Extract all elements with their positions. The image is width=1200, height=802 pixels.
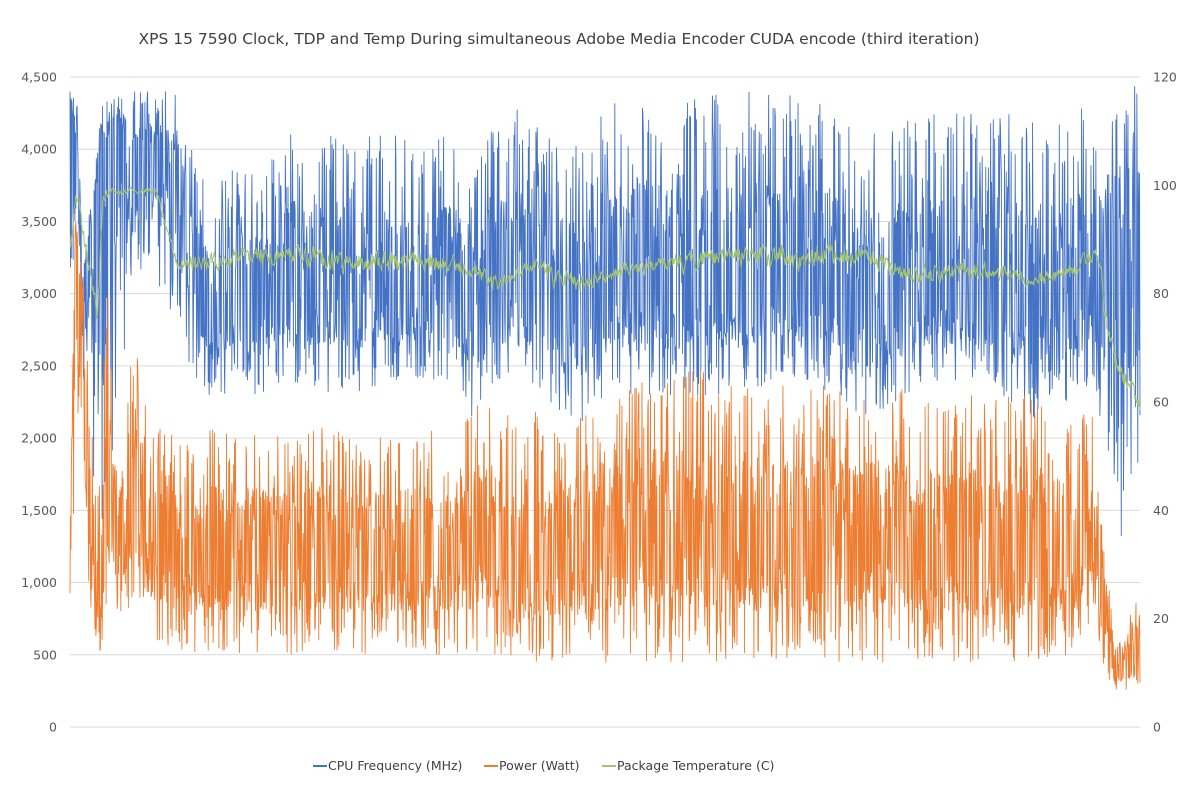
legend: CPU Frequency (MHz) Power (Watt) Package T… xyxy=(313,758,774,773)
left-tick-label: 2,000 xyxy=(21,431,57,446)
left-tick-label: 0 xyxy=(49,720,57,735)
left-tick-label: 1,500 xyxy=(21,503,57,518)
right-tick-label: 80 xyxy=(1153,286,1169,301)
chart-title: XPS 15 7590 Clock, TDP and Temp During s… xyxy=(138,30,979,48)
series-layer xyxy=(69,86,1141,690)
left-tick-label: 3,500 xyxy=(21,214,57,229)
legend-label: Package Temperature (C) xyxy=(617,758,774,773)
legend-label: CPU Frequency (MHz) xyxy=(328,758,462,773)
right-axis-ticks: 0 20 40 60 80 100 120 xyxy=(1153,70,1177,735)
right-tick-label: 100 xyxy=(1153,178,1177,193)
left-tick-label: 4,500 xyxy=(21,70,57,85)
series-line-2 xyxy=(69,221,1141,690)
right-tick-label: 60 xyxy=(1153,395,1169,410)
left-tick-label: 2,500 xyxy=(21,358,57,373)
left-axis-ticks: 0 500 1,000 1,500 2,000 2,500 3,000 3,500 4,000 4… xyxy=(21,70,57,735)
right-tick-label: 20 xyxy=(1153,611,1169,626)
series-line-3 xyxy=(69,186,1141,411)
right-tick-label: 120 xyxy=(1153,70,1177,85)
left-tick-label: 3,000 xyxy=(21,286,57,301)
right-tick-label: 0 xyxy=(1153,720,1161,735)
left-tick-label: 1,000 xyxy=(21,575,57,590)
left-tick-label: 500 xyxy=(33,647,57,662)
legend-label: Power (Watt) xyxy=(499,758,580,773)
right-tick-label: 40 xyxy=(1153,503,1169,518)
series-line-1 xyxy=(69,86,1141,537)
left-tick-label: 4,000 xyxy=(21,142,57,157)
